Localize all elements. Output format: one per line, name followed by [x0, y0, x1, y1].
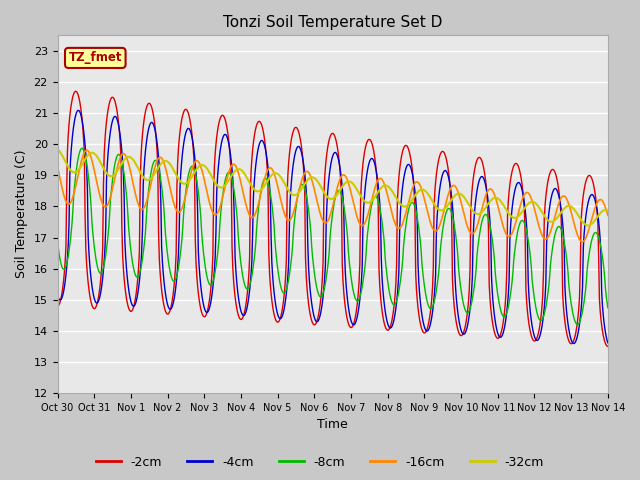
X-axis label: Time: Time	[317, 419, 348, 432]
-8cm	[78, 145, 86, 151]
Title: Tonzi Soil Temperature Set D: Tonzi Soil Temperature Set D	[223, 15, 442, 30]
-8cm	[54, 239, 61, 245]
-8cm	[121, 177, 129, 183]
-4cm	[417, 299, 424, 304]
-2cm	[401, 144, 408, 150]
-16cm	[206, 201, 214, 207]
-4cm	[63, 254, 71, 260]
-16cm	[63, 201, 71, 206]
-32cm	[205, 169, 213, 175]
Y-axis label: Soil Temperature (C): Soil Temperature (C)	[15, 150, 28, 278]
-4cm	[54, 292, 61, 298]
-8cm	[417, 238, 424, 244]
-2cm	[121, 283, 129, 289]
-32cm	[63, 163, 71, 168]
-32cm	[120, 157, 128, 163]
Legend: -2cm, -4cm, -8cm, -16cm, -32cm: -2cm, -4cm, -8cm, -16cm, -32cm	[91, 451, 549, 474]
-4cm	[570, 341, 578, 347]
-8cm	[63, 257, 71, 263]
Line: -16cm: -16cm	[58, 150, 608, 242]
Line: -2cm: -2cm	[58, 91, 608, 347]
-32cm	[399, 204, 407, 209]
-2cm	[604, 344, 612, 349]
-2cm	[72, 88, 80, 94]
-32cm	[604, 208, 612, 214]
-8cm	[177, 248, 184, 253]
-8cm	[401, 236, 408, 242]
-4cm	[401, 173, 408, 179]
-16cm	[417, 183, 424, 189]
-32cm	[54, 146, 61, 152]
-32cm	[584, 223, 592, 228]
-4cm	[206, 304, 214, 310]
-16cm	[579, 239, 586, 245]
-8cm	[206, 282, 214, 288]
-16cm	[121, 152, 129, 157]
-4cm	[121, 239, 129, 244]
-16cm	[177, 208, 184, 214]
-2cm	[63, 147, 71, 153]
-2cm	[54, 303, 61, 309]
Line: -32cm: -32cm	[58, 149, 608, 226]
-16cm	[83, 147, 90, 153]
-16cm	[604, 212, 612, 218]
Text: TZ_fmet: TZ_fmet	[68, 51, 122, 64]
Line: -8cm: -8cm	[58, 148, 608, 324]
-8cm	[604, 305, 612, 311]
-4cm	[604, 340, 612, 346]
Line: -4cm: -4cm	[58, 110, 608, 344]
-8cm	[573, 322, 581, 327]
-4cm	[74, 108, 82, 113]
-2cm	[417, 321, 424, 326]
-16cm	[54, 164, 61, 169]
-2cm	[177, 123, 184, 129]
-32cm	[176, 178, 184, 184]
-2cm	[206, 294, 214, 300]
-16cm	[401, 216, 408, 222]
-32cm	[416, 188, 424, 193]
-4cm	[177, 171, 184, 177]
